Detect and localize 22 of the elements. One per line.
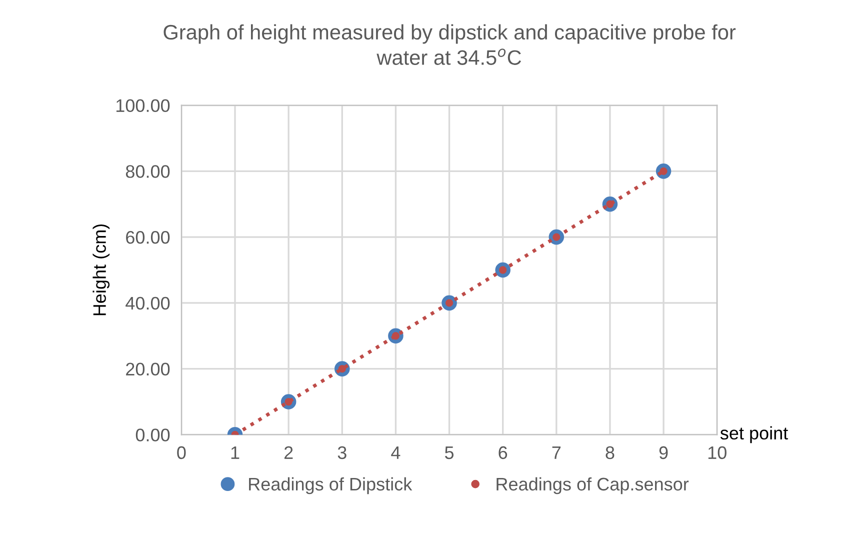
x-tick-label: 2 xyxy=(284,446,293,459)
legend-label: Readings of Dipstick xyxy=(249,477,412,494)
x-tick-label: 5 xyxy=(444,446,454,460)
x-axis-title: set point xyxy=(720,426,788,444)
chart-title: Graph of height measured by dipstick and capacitive probe for water at 34.5$^{o}$C xyxy=(164,24,736,65)
x-tick-label: 0 xyxy=(177,446,186,460)
x-tick-label: 1 xyxy=(231,446,240,459)
x-tick-label: 7 xyxy=(552,446,561,459)
y-tick-label: 20.00 xyxy=(126,362,170,376)
y-tick-label: 0.00 xyxy=(136,428,170,442)
legend-label: Readings of Cap.sensor xyxy=(496,477,689,494)
x-tick-label: 10 xyxy=(708,446,726,460)
x-tick-label: 4 xyxy=(391,446,400,459)
x-tick-label: 9 xyxy=(659,446,668,460)
x-tick-label: 6 xyxy=(498,446,508,460)
y-tick-label: 80.00 xyxy=(126,165,170,178)
y-tick-label: 40.00 xyxy=(126,296,170,310)
y-tick-label: 60.00 xyxy=(126,230,170,244)
y-tick-label: 100.00 xyxy=(116,99,170,112)
x-tick-label: 8 xyxy=(606,446,614,460)
x-tick-label: 3 xyxy=(338,446,346,460)
y-axis-title: Height (cm) xyxy=(92,224,110,316)
